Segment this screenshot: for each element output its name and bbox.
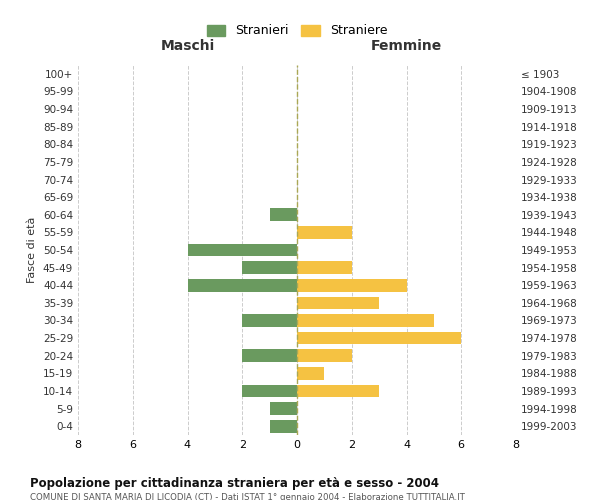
Bar — [187, 279, 297, 291]
Bar — [269, 420, 297, 432]
Text: COMUNE DI SANTA MARIA DI LICODIA (CT) - Dati ISTAT 1° gennaio 2004 - Elaborazion: COMUNE DI SANTA MARIA DI LICODIA (CT) - … — [30, 492, 465, 500]
Bar — [297, 314, 434, 327]
Bar — [242, 384, 297, 398]
Bar — [297, 350, 352, 362]
Bar — [242, 350, 297, 362]
Bar — [187, 244, 297, 256]
Y-axis label: Fasce di età: Fasce di età — [28, 217, 37, 283]
Bar — [297, 367, 325, 380]
Text: Femmine: Femmine — [371, 38, 442, 52]
Bar — [242, 314, 297, 327]
Bar — [242, 262, 297, 274]
Text: Popolazione per cittadinanza straniera per età e sesso - 2004: Popolazione per cittadinanza straniera p… — [30, 478, 439, 490]
Bar — [269, 208, 297, 221]
Bar — [297, 279, 407, 291]
Y-axis label: Anni di nascita: Anni di nascita — [597, 209, 600, 291]
Bar — [297, 296, 379, 309]
Bar — [297, 332, 461, 344]
Bar — [297, 384, 379, 398]
Bar — [297, 226, 352, 238]
Bar — [269, 402, 297, 415]
Legend: Stranieri, Straniere: Stranieri, Straniere — [202, 20, 392, 42]
Bar — [297, 262, 352, 274]
Text: Maschi: Maschi — [160, 38, 215, 52]
